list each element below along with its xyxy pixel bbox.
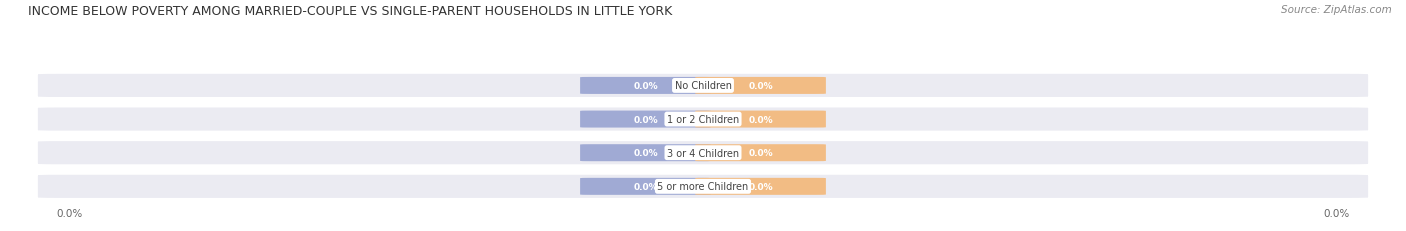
Text: 0.0%: 0.0% <box>1323 208 1350 218</box>
FancyBboxPatch shape <box>695 145 825 161</box>
Text: 0.0%: 0.0% <box>748 182 773 191</box>
Text: 0.0%: 0.0% <box>633 182 658 191</box>
FancyBboxPatch shape <box>695 111 825 128</box>
FancyBboxPatch shape <box>581 111 711 128</box>
FancyBboxPatch shape <box>37 140 1369 166</box>
Text: 3 or 4 Children: 3 or 4 Children <box>666 148 740 158</box>
Text: 0.0%: 0.0% <box>56 208 83 218</box>
FancyBboxPatch shape <box>695 78 825 94</box>
Text: INCOME BELOW POVERTY AMONG MARRIED-COUPLE VS SINGLE-PARENT HOUSEHOLDS IN LITTLE : INCOME BELOW POVERTY AMONG MARRIED-COUPL… <box>28 5 672 18</box>
FancyBboxPatch shape <box>37 174 1369 199</box>
FancyBboxPatch shape <box>581 145 711 161</box>
Text: No Children: No Children <box>675 81 731 91</box>
FancyBboxPatch shape <box>37 107 1369 132</box>
FancyBboxPatch shape <box>695 178 825 195</box>
Text: 0.0%: 0.0% <box>748 115 773 124</box>
FancyBboxPatch shape <box>581 78 711 94</box>
Text: 0.0%: 0.0% <box>748 149 773 158</box>
Text: 0.0%: 0.0% <box>633 149 658 158</box>
Text: 5 or more Children: 5 or more Children <box>658 182 748 191</box>
Text: Source: ZipAtlas.com: Source: ZipAtlas.com <box>1281 5 1392 15</box>
Text: 0.0%: 0.0% <box>633 115 658 124</box>
FancyBboxPatch shape <box>37 73 1369 99</box>
Text: 1 or 2 Children: 1 or 2 Children <box>666 115 740 125</box>
Text: 0.0%: 0.0% <box>748 82 773 91</box>
Text: 0.0%: 0.0% <box>633 82 658 91</box>
FancyBboxPatch shape <box>581 178 711 195</box>
